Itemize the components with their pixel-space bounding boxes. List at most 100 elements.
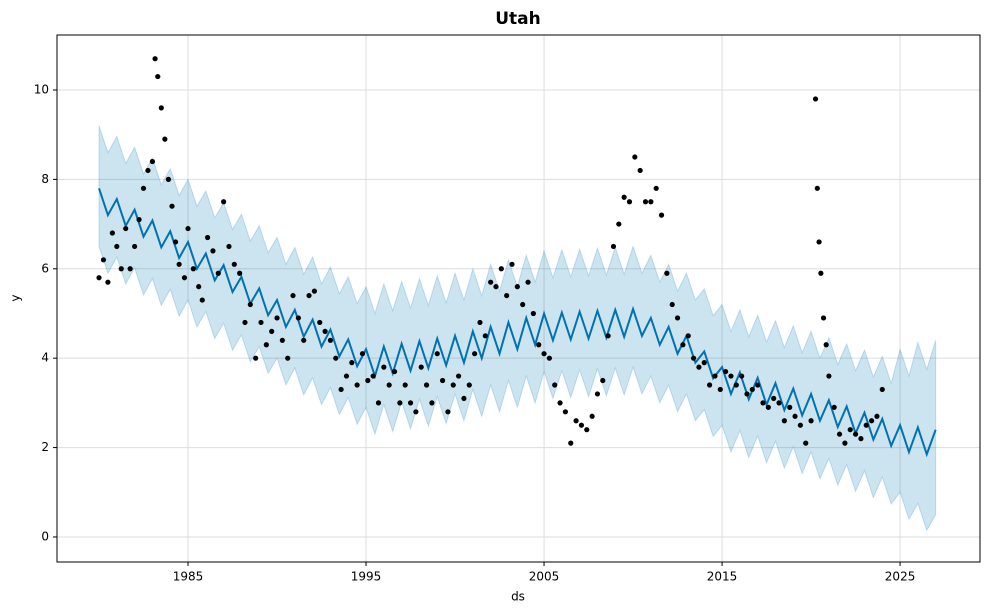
observation bbox=[739, 373, 745, 379]
observation bbox=[653, 185, 659, 191]
observation bbox=[461, 395, 467, 402]
observation bbox=[658, 212, 665, 218]
observation bbox=[210, 248, 216, 254]
observation bbox=[541, 351, 547, 357]
observation bbox=[557, 400, 563, 406]
observation bbox=[879, 386, 885, 393]
observation bbox=[114, 243, 120, 250]
observation bbox=[664, 270, 670, 276]
observation bbox=[826, 373, 832, 379]
observation bbox=[852, 431, 859, 437]
observation bbox=[204, 234, 211, 241]
observation bbox=[196, 284, 202, 290]
observation bbox=[301, 337, 307, 343]
observation bbox=[199, 297, 205, 303]
observation bbox=[690, 355, 697, 361]
observation bbox=[632, 154, 638, 160]
observation bbox=[685, 333, 691, 339]
observation bbox=[105, 279, 111, 285]
observation bbox=[669, 301, 675, 308]
observation bbox=[477, 319, 483, 326]
observation bbox=[525, 279, 531, 285]
observation bbox=[96, 275, 102, 281]
y-tick-label: 0 bbox=[41, 529, 49, 543]
y-tick-label: 8 bbox=[41, 172, 49, 186]
y-tick-label: 4 bbox=[41, 351, 49, 365]
observation bbox=[744, 391, 750, 397]
observation bbox=[295, 315, 301, 321]
observation bbox=[749, 386, 755, 393]
observation bbox=[621, 194, 627, 200]
observation bbox=[226, 243, 232, 250]
observation bbox=[552, 382, 558, 388]
observation bbox=[812, 96, 819, 102]
observation bbox=[816, 239, 822, 245]
observation bbox=[100, 257, 107, 263]
observation bbox=[158, 105, 164, 111]
observation bbox=[145, 167, 151, 174]
x-axis-label: ds bbox=[511, 590, 525, 604]
observation bbox=[787, 404, 793, 410]
observation bbox=[152, 56, 158, 62]
observation bbox=[253, 355, 259, 361]
observation bbox=[381, 364, 387, 370]
observation bbox=[605, 333, 611, 339]
observation bbox=[391, 368, 398, 375]
observation bbox=[354, 382, 360, 388]
observation bbox=[868, 418, 875, 424]
observation bbox=[439, 377, 446, 384]
grid bbox=[57, 35, 980, 562]
observation bbox=[349, 360, 355, 366]
observation bbox=[792, 413, 798, 419]
observation bbox=[610, 243, 617, 250]
observation bbox=[263, 342, 269, 348]
observation bbox=[765, 404, 771, 410]
observation bbox=[155, 73, 161, 80]
observation bbox=[842, 440, 848, 446]
observation bbox=[755, 382, 761, 388]
observation bbox=[338, 386, 344, 393]
observation bbox=[584, 427, 590, 433]
observation bbox=[562, 409, 569, 415]
observation bbox=[493, 284, 499, 290]
observation bbox=[109, 230, 115, 236]
observation bbox=[370, 373, 376, 379]
observation bbox=[616, 221, 622, 227]
observation bbox=[701, 360, 707, 366]
observation bbox=[365, 377, 371, 384]
observation bbox=[803, 440, 809, 446]
observation bbox=[520, 301, 526, 308]
chart-title: Utah bbox=[495, 9, 541, 29]
observation bbox=[172, 239, 179, 245]
observation bbox=[317, 319, 323, 326]
observation bbox=[165, 176, 172, 182]
observation bbox=[626, 199, 633, 205]
observation bbox=[509, 261, 515, 267]
observation bbox=[733, 382, 739, 388]
observation bbox=[169, 203, 175, 209]
observation bbox=[258, 319, 264, 326]
x-tick-label: 2025 bbox=[885, 570, 916, 584]
observation bbox=[127, 266, 133, 272]
observation bbox=[836, 431, 843, 437]
observation bbox=[546, 355, 552, 361]
observation bbox=[771, 395, 777, 402]
observation bbox=[648, 199, 654, 205]
observation bbox=[504, 292, 510, 299]
observation bbox=[445, 409, 451, 415]
uncertainty-band bbox=[98, 125, 937, 532]
observation bbox=[306, 292, 312, 299]
observation bbox=[176, 261, 182, 267]
observation bbox=[723, 368, 729, 375]
observation bbox=[776, 400, 782, 406]
observation bbox=[375, 400, 382, 406]
observation bbox=[450, 382, 456, 388]
observation bbox=[472, 351, 478, 357]
observation bbox=[637, 167, 643, 174]
observation bbox=[343, 373, 350, 379]
observation bbox=[407, 400, 414, 406]
observation bbox=[808, 418, 814, 424]
observation bbox=[274, 315, 280, 321]
observation bbox=[118, 266, 124, 272]
observation bbox=[536, 342, 542, 348]
